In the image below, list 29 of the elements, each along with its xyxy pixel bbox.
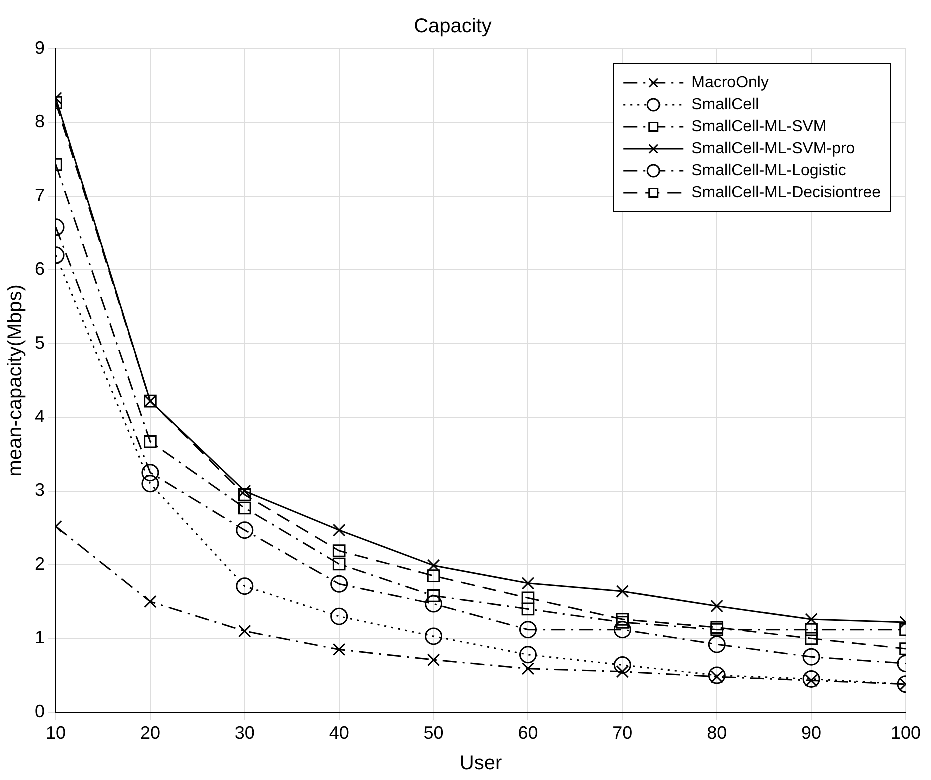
x-tick-label: 20	[140, 723, 160, 744]
x-tick-label: 80	[707, 723, 728, 744]
y-axis-title: mean-capacity(Mbps)	[4, 284, 27, 477]
legend-label: SmallCell-ML-SVM-pro	[692, 140, 856, 158]
y-tick-label: 8	[34, 112, 46, 132]
x-tick-label: 50	[424, 723, 444, 744]
y-tick-label: 6	[34, 259, 46, 280]
x-axis-title: User	[460, 752, 502, 775]
x-tick-label: 30	[234, 723, 255, 744]
x-tick-label: 70	[612, 723, 633, 744]
legend-label: SmallCell	[692, 96, 760, 114]
x-tick-label: 100	[890, 723, 922, 744]
y-tick-label: 7	[34, 185, 46, 206]
y-tick-label: 5	[34, 332, 46, 353]
y-tick-label: 2	[34, 554, 46, 574]
x-tick-label: 10	[46, 723, 66, 744]
legend-label: SmallCell-ML-SVM	[692, 118, 827, 136]
y-tick-label: 4	[34, 406, 46, 427]
x-tick-label: 90	[802, 723, 822, 744]
legend-label: SmallCell-ML-Logistic	[692, 162, 846, 180]
legend-label: SmallCell-ML-Decisiontree	[692, 184, 882, 202]
chart-title: Capacity	[414, 16, 492, 38]
x-tick-label: 40	[329, 723, 350, 744]
legend-label: MacroOnly	[692, 74, 769, 92]
y-tick-label: 1	[34, 628, 46, 648]
y-tick-label: 3	[34, 480, 46, 500]
y-tick-label: 9	[34, 38, 46, 58]
x-tick-label: 60	[518, 723, 538, 744]
y-tick-label: 0	[34, 701, 46, 722]
